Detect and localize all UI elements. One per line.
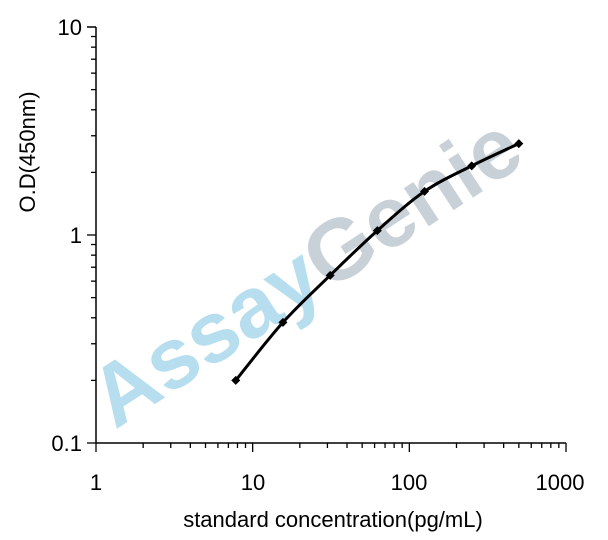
data-point-4 (420, 186, 430, 196)
x-tick-label-1: 1 (90, 470, 102, 495)
y-axis-title: O.D(450nm) (15, 91, 40, 212)
x-axis-title: standard concentration(pg/mL) (183, 507, 483, 532)
data-points (231, 139, 524, 385)
data-point-2 (325, 270, 335, 280)
data-point-0 (231, 375, 241, 385)
data-point-1 (278, 317, 288, 327)
data-point-6 (514, 139, 524, 149)
x-tick-label-100: 100 (391, 470, 428, 495)
watermark: AssayGenie (73, 97, 538, 446)
y-tick-label-1: 1 (70, 223, 82, 248)
svg-text:AssayGenie: AssayGenie (73, 97, 538, 446)
watermark-assay: Assay (73, 227, 338, 446)
y-tick-label-0.1: 0.1 (51, 431, 82, 456)
x-tick-label-10: 10 (241, 470, 265, 495)
x-ticks (95, 443, 567, 452)
data-point-5 (467, 161, 477, 171)
x-tick-label-1000: 1000 (536, 470, 585, 495)
data-point-3 (372, 226, 382, 236)
y-tick-label-10: 10 (58, 15, 82, 40)
y-ticks (87, 26, 96, 444)
